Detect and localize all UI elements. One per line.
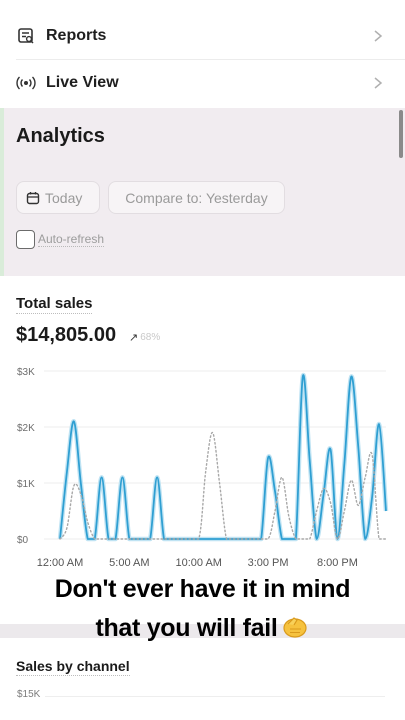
chart-series-comparison xyxy=(59,431,387,540)
compare-to-label: Compare to: Yesterday xyxy=(125,189,268,206)
chevron-right-icon xyxy=(374,77,383,89)
calendar-icon xyxy=(26,191,40,204)
channel-gridline xyxy=(45,696,385,697)
sales-by-channel-title[interactable]: Sales by channel xyxy=(16,658,130,676)
chart-series-main xyxy=(59,374,387,540)
auto-refresh-label: Auto-refresh xyxy=(38,232,105,247)
video-caption-line-2: that you will fail xyxy=(0,614,405,643)
chart-x-tick-label: 8:00 PM xyxy=(317,557,358,569)
chart-x-tick-label: 3:00 PM xyxy=(248,557,289,569)
compare-to-button[interactable]: Compare to: Yesterday xyxy=(108,181,285,214)
reports-icon xyxy=(16,26,36,46)
live-broadcast-icon xyxy=(16,73,36,93)
nav-item-reports-label: Reports xyxy=(46,27,107,44)
chart-x-tick-label: 12:00 AM xyxy=(37,557,83,569)
chart-x-tick-label: 5:00 AM xyxy=(109,557,149,569)
total-sales-value: $14,805.00 xyxy=(16,324,117,346)
thumbs-emoji-icon xyxy=(282,617,307,638)
chart-y-tick-label: $0 xyxy=(17,535,29,546)
divider xyxy=(16,59,405,60)
date-range-button[interactable]: Today xyxy=(16,181,100,214)
chart-y-tick-label: $2K xyxy=(17,423,35,434)
nav-item-live-view-label: Live View xyxy=(46,74,119,91)
chart-y-tick-label: $3K xyxy=(17,367,35,378)
chart-x-tick-label: 10:00 AM xyxy=(175,557,221,569)
caption-text: that you will fail xyxy=(95,614,278,642)
page-title: Analytics xyxy=(16,125,105,147)
date-range-label: Today xyxy=(45,189,83,206)
auto-refresh-toggle[interactable]: Auto-refresh xyxy=(16,230,105,249)
chart-y-tick-label: $1K xyxy=(17,479,35,490)
trend-percent: 68% xyxy=(140,332,161,343)
channel-y-tick: $15K xyxy=(17,689,41,700)
panel-accent-rule xyxy=(0,108,4,276)
trend-indicator: ↗ 68% xyxy=(129,331,160,344)
auto-refresh-checkbox[interactable] xyxy=(16,230,35,249)
total-sales-title[interactable]: Total sales xyxy=(16,295,93,314)
scrollbar-thumb[interactable] xyxy=(399,110,403,158)
total-sales-chart: $0 $1K $2K $3K 12:00 AM 5:00 AM 10:00 AM 3:00 P… xyxy=(17,367,389,569)
chevron-right-icon xyxy=(374,30,383,42)
nav-item-reports[interactable]: Reports xyxy=(0,13,405,59)
nav-item-live-view[interactable]: Live View xyxy=(0,60,405,106)
arrow-up-icon: ↗ xyxy=(129,332,139,344)
video-caption-line-1: Don't ever have it in mind xyxy=(54,575,351,603)
